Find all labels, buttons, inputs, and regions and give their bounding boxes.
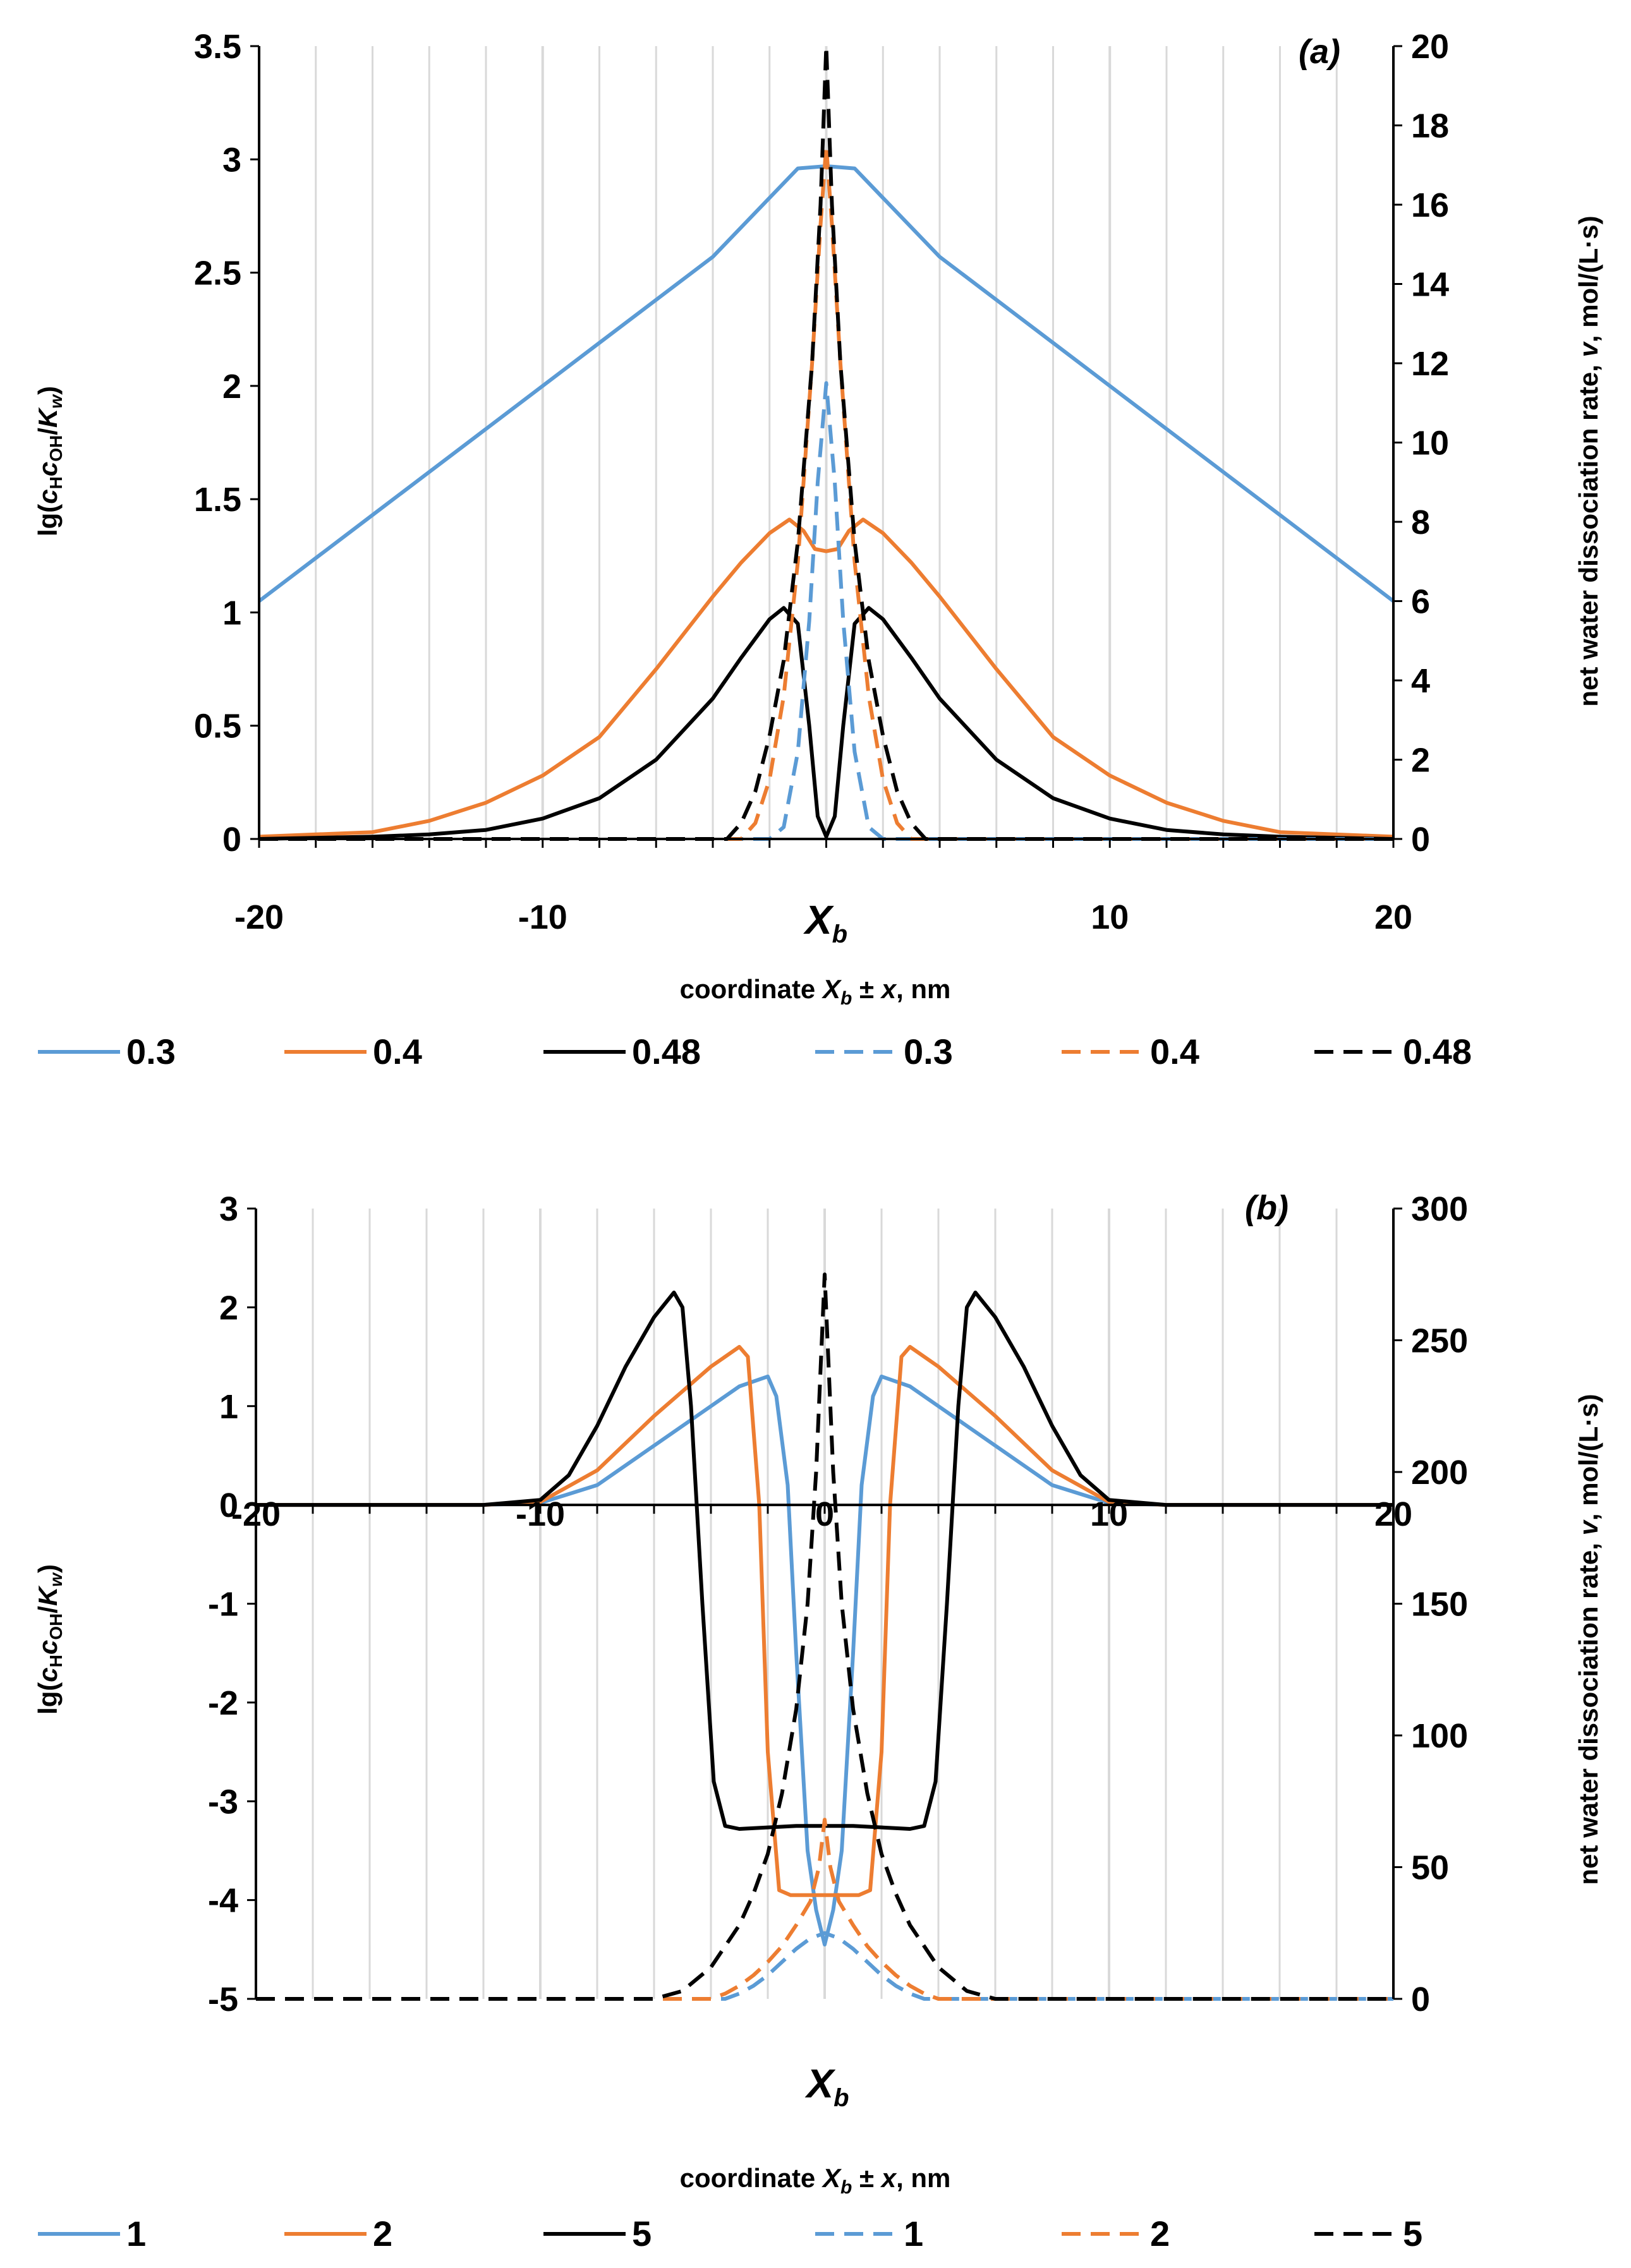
y2-tick-label: 20	[1411, 28, 1449, 66]
y2-tick-label: 6	[1411, 583, 1430, 621]
y-tick-label: 0	[222, 821, 241, 859]
panel-a-series	[258, 44, 1395, 841]
y-tick-label: 3	[219, 1190, 238, 1228]
legend-label: 0.3	[126, 1032, 176, 1071]
y2-tick-label: 10	[1411, 425, 1449, 462]
panel-a-xlabel: coordinate Xb ± x, nm	[680, 974, 951, 1009]
y-tick-label: 3.5	[194, 28, 241, 66]
legend-label: 0.3	[904, 1032, 953, 1071]
y2-tick-label: 8	[1411, 504, 1430, 541]
panel-b-axes	[247, 1207, 1402, 2000]
legend-label: 5	[1403, 2214, 1422, 2253]
panel-a-tag: (a)	[1299, 33, 1340, 71]
y2-tick-label: 18	[1411, 107, 1449, 145]
series-line-dashed-0_4	[259, 143, 1393, 841]
legend-label: 1	[126, 2214, 146, 2253]
series-line-dashed-5	[256, 1272, 1393, 2001]
y-tick-label: 2.5	[194, 255, 241, 293]
x-tick-label: 20	[1374, 898, 1412, 936]
panel-a-y2label: net water dissociation rate, v, mol/(L·s…	[1573, 215, 1603, 706]
y-tick-label: 0.5	[194, 708, 241, 745]
y-tick-label: 3	[222, 141, 241, 179]
x-tick-label-xb: Xb	[803, 897, 847, 948]
panel-b-xb-label: Xb	[804, 2061, 849, 2112]
y2-tick-label: 16	[1411, 186, 1449, 224]
panel-a-axes	[250, 45, 1402, 848]
panel-a-grid	[315, 46, 1338, 839]
x-tick-label: 20	[1374, 1495, 1412, 1533]
y2-tick-label: 150	[1411, 1586, 1468, 1624]
panel-b-y2label: net water dissociation rate, v, mol/(L·s…	[1573, 1394, 1603, 1885]
y2-tick-label: 50	[1411, 1849, 1449, 1887]
y-tick-label: -4	[208, 1882, 238, 1920]
y-tick-label: -3	[208, 1783, 238, 1821]
y2-tick-label: 0	[1411, 1981, 1430, 2018]
x-tick-label: -10	[518, 898, 567, 936]
y-tick-label: -2	[208, 1684, 238, 1722]
y2-tick-label: 12	[1411, 345, 1449, 383]
y-tick-label: 1	[219, 1388, 238, 1426]
series-line-dashed-0_48	[259, 44, 1393, 841]
y2-tick-label: 100	[1411, 1717, 1468, 1755]
x-tick-label: -10	[516, 1495, 565, 1533]
x-tick-label: 10	[1091, 898, 1129, 936]
y-tick-label: 1	[222, 594, 241, 632]
series-line-solid-1	[256, 1374, 1393, 1946]
series-line-dashed-2	[256, 1818, 1393, 2001]
panel-b-xlabel: coordinate Xb ± x, nm	[680, 2163, 951, 2198]
series-line-solid-0_48	[258, 606, 1394, 841]
y2-tick-label: 0	[1411, 821, 1430, 859]
legend-label: 0.4	[373, 1032, 422, 1071]
y-tick-label: 1.5	[194, 481, 241, 519]
series-line-solid-0_4	[258, 517, 1394, 839]
y2-tick-label: 200	[1411, 1454, 1468, 1492]
series-line-solid-2	[256, 1344, 1393, 1897]
x-tick-label: 0	[815, 1495, 834, 1533]
x-tick-label: -20	[234, 898, 284, 936]
panel-b-legend: 1 2 5 1 2 5	[38, 2214, 1422, 2253]
legend-label: 2	[373, 2214, 392, 2253]
legend-label: 1	[904, 2214, 923, 2253]
y-tick-label: 0	[219, 1487, 238, 1524]
legend-label: 0.48	[1403, 1032, 1472, 1071]
y2-tick-label: 4	[1411, 662, 1430, 700]
legend-label: 5	[632, 2214, 652, 2253]
panel-b-ylabel: lg(cHcOH/Kw)	[33, 1564, 66, 1715]
y-tick-label: -5	[208, 1981, 238, 2018]
y-tick-label: 2	[222, 368, 241, 406]
y2-tick-label: 14	[1411, 266, 1449, 304]
panel-b-series	[256, 1272, 1393, 2001]
panel-a-legend: 0.3 0.4 0.48 0.3 0.4 0.48	[38, 1032, 1472, 1071]
x-tick-label: -20	[231, 1495, 281, 1533]
legend-label: 2	[1150, 2214, 1170, 2253]
y-tick-label: 2	[219, 1289, 238, 1327]
series-line-dashed-1	[256, 1931, 1393, 2001]
y2-tick-label: 300	[1411, 1190, 1468, 1228]
legend-label: 0.48	[632, 1032, 701, 1071]
y2-tick-label: 2	[1411, 742, 1430, 780]
legend-label: 0.4	[1150, 1032, 1199, 1071]
panel-a-ticks: 0 0.5 1 1.5 2 2.5 3 3.5 0 2 4 6 8 10 12 14 16 18 20 -20 -10 X…	[194, 28, 1449, 948]
x-tick-label: 10	[1090, 1495, 1128, 1533]
panel-b-tag: (b)	[1245, 1189, 1288, 1227]
series-line-dashed-0_3	[259, 381, 1393, 841]
y2-tick-label: 250	[1411, 1322, 1468, 1360]
panel-a-ylabel: lg(cHcOH/Kw)	[33, 386, 66, 536]
y-tick-label: -1	[208, 1586, 238, 1624]
panel-b-grid	[312, 1209, 1338, 1999]
panel-a: 0 0.5 1 1.5 2 2.5 3 3.5 0 2 4 6 8 10 12 14 16 18 20 -20 -10 X…	[33, 28, 1603, 1071]
